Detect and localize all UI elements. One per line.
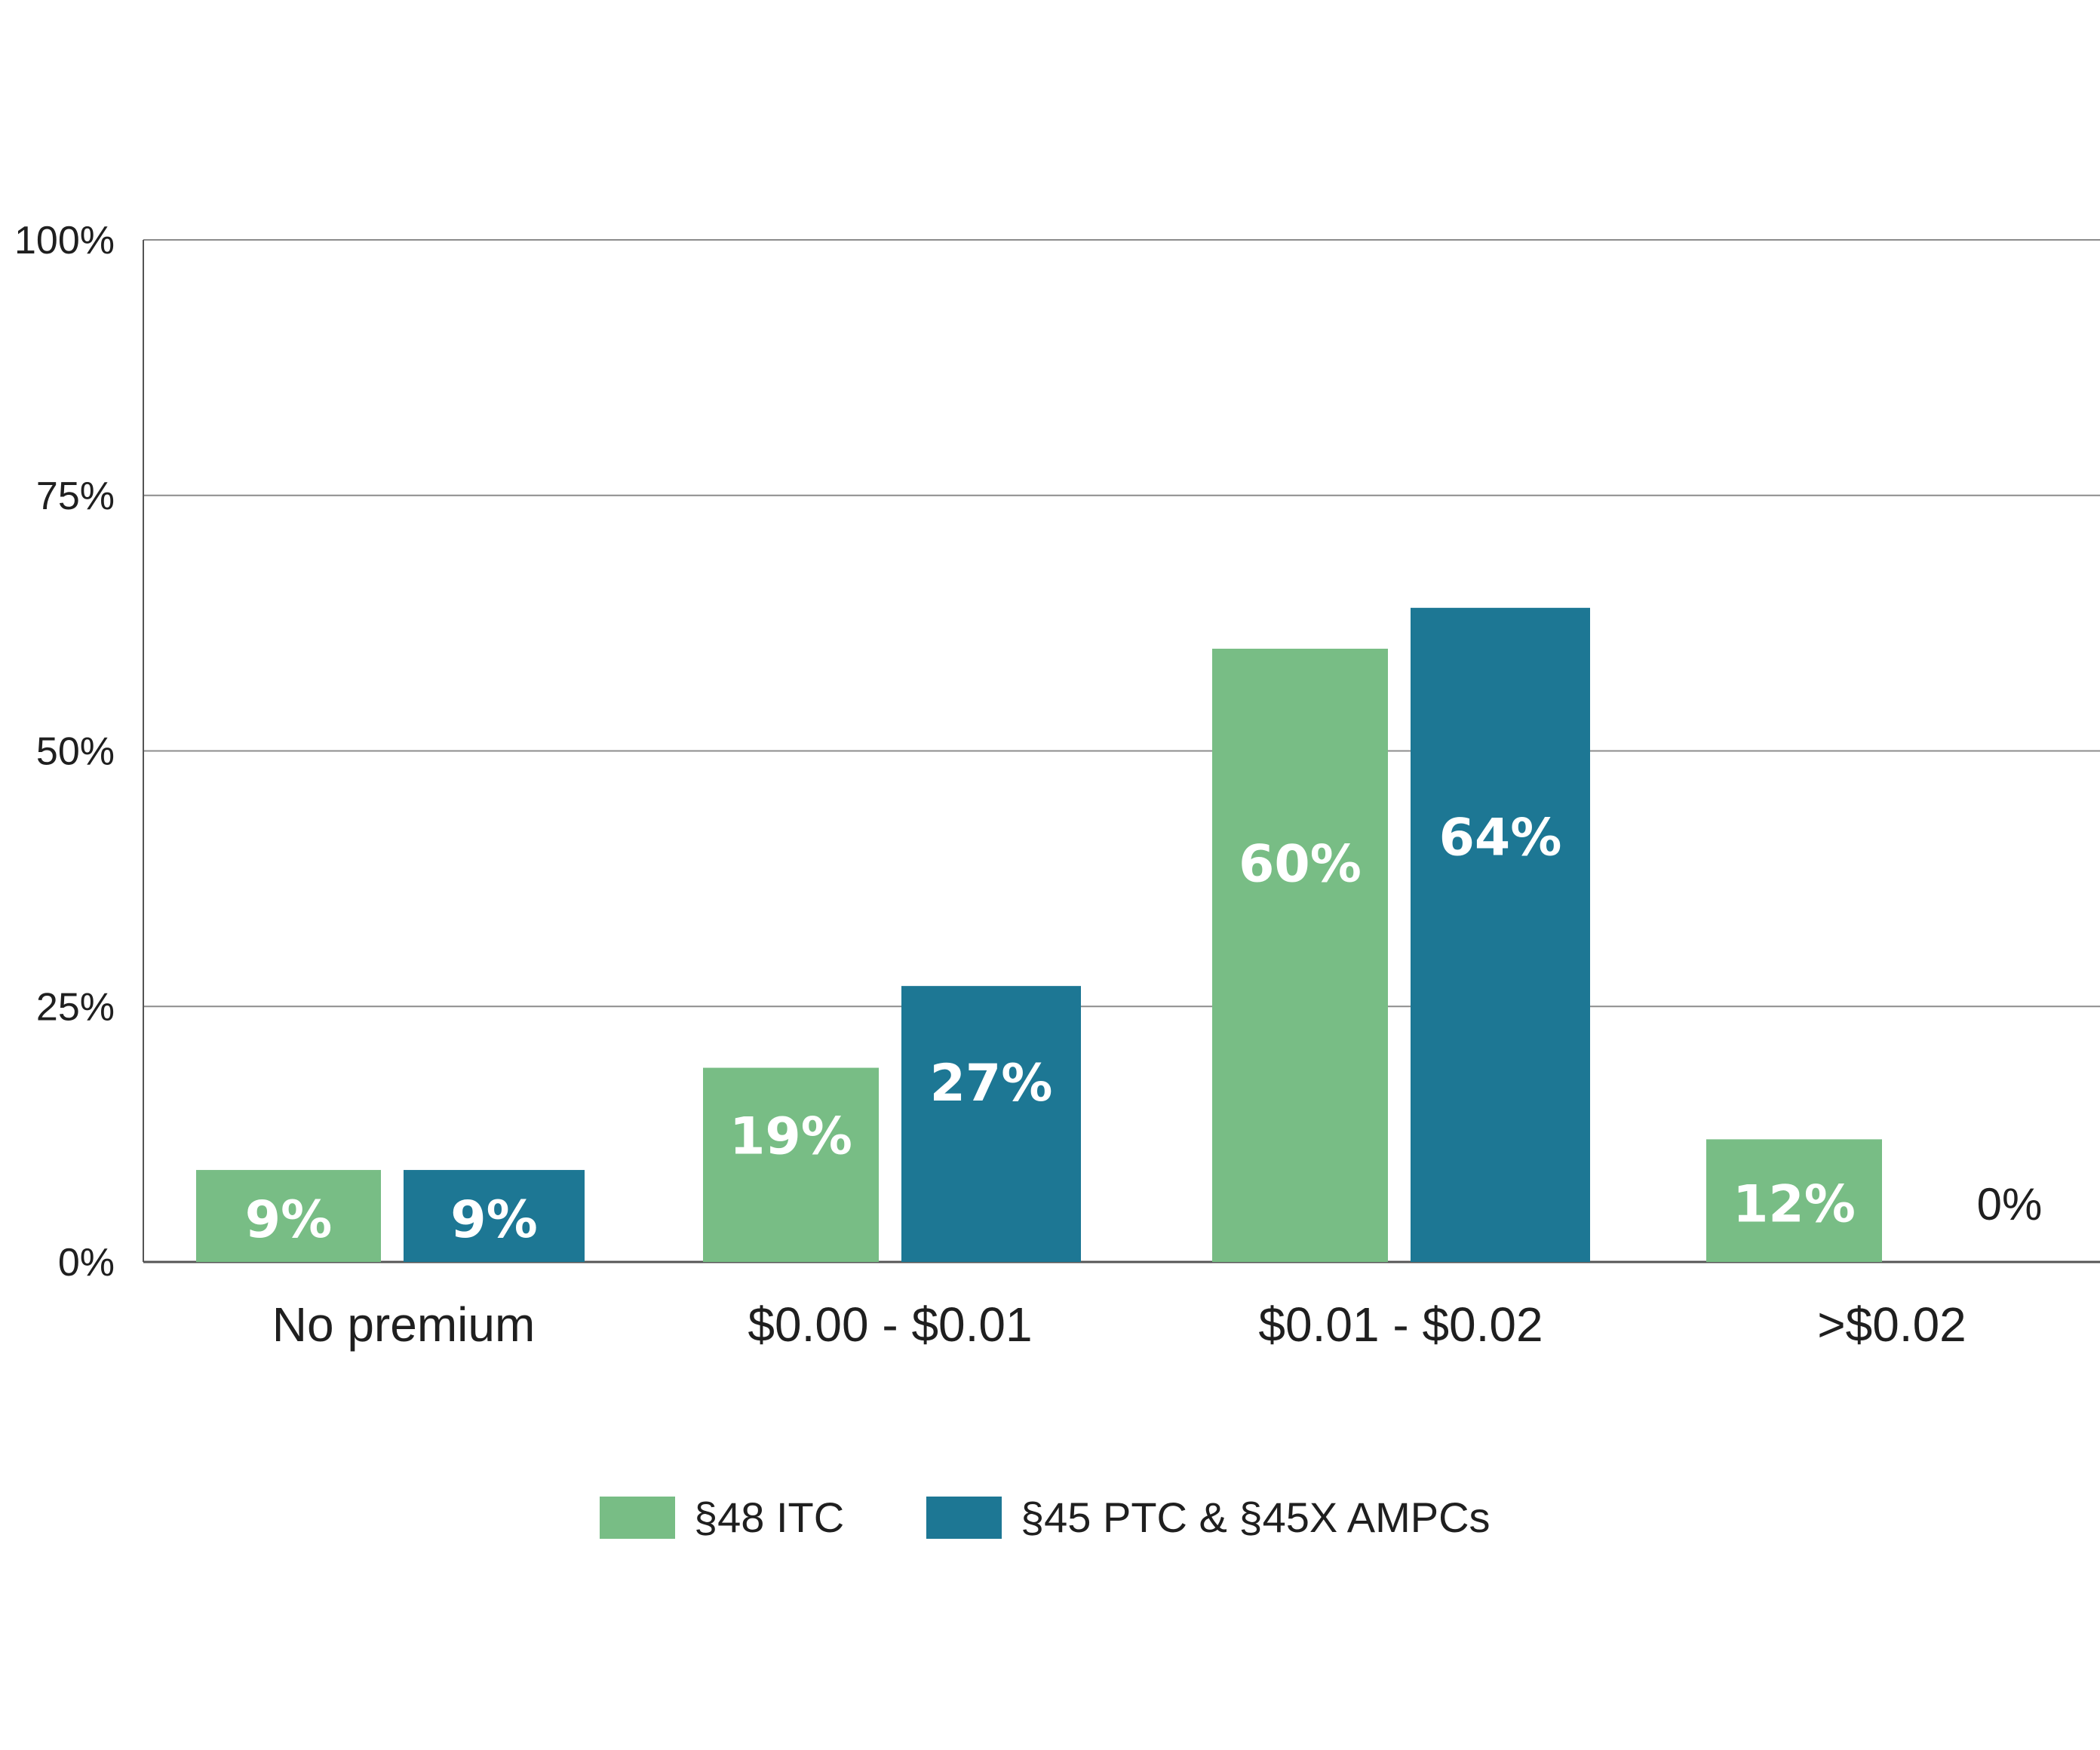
legend-label-itc: §48 ITC <box>694 1494 844 1541</box>
bar-data-label: 27% <box>930 1054 1053 1113</box>
bar-data-label: 9% <box>245 1190 332 1250</box>
y-tick-label: 50% <box>36 730 115 774</box>
x-tick-label: $0.01 - $0.02 <box>1258 1297 1543 1352</box>
legend-swatch-itc <box>600 1497 675 1539</box>
x-axis-ticks: No premium $0.00 - $0.01 $0.01 - $0.02 >$0.… <box>272 1297 1966 1352</box>
bar-ptc-2 <box>1411 607 1590 1262</box>
bar-itc-2 <box>1212 649 1388 1262</box>
bar-ptc-0 <box>404 1170 585 1262</box>
x-tick-label: No premium <box>272 1297 536 1352</box>
y-tick-label: 100% <box>14 219 115 262</box>
bar-labels: 9% 9% 19% 27% 60% 64% 12% 0% <box>245 808 2043 1250</box>
bar-itc-3 <box>1706 1139 1882 1262</box>
y-tick-label: 75% <box>36 474 115 518</box>
bar-data-label: 64% <box>1439 808 1562 867</box>
y-axis-ticks: 0% 25% 50% 75% 100% <box>14 219 115 1285</box>
legend-label-ptc: §45 PTC & §45X AMPCs <box>1021 1494 1491 1541</box>
legend-swatch-ptc <box>926 1497 1002 1539</box>
bar-itc-1 <box>703 1067 879 1262</box>
bar-data-label: 60% <box>1239 835 1362 895</box>
bar-ptc-1 <box>901 986 1081 1262</box>
bar-itc-0 <box>196 1170 381 1262</box>
legend: §48 ITC §45 PTC & §45X AMPCs <box>600 1494 1491 1541</box>
bars <box>196 607 1882 1262</box>
bar-data-label: 9% <box>450 1190 537 1250</box>
gridlines <box>143 239 2100 1263</box>
x-tick-label: >$0.02 <box>1817 1297 1966 1352</box>
y-tick-label: 25% <box>36 985 115 1029</box>
bar-data-label: 19% <box>729 1107 852 1167</box>
bar-data-label: 12% <box>1733 1175 1856 1235</box>
x-tick-label: $0.00 - $0.01 <box>748 1297 1032 1352</box>
bar-data-label: 0% <box>1977 1179 2043 1230</box>
y-tick-label: 0% <box>58 1241 115 1285</box>
